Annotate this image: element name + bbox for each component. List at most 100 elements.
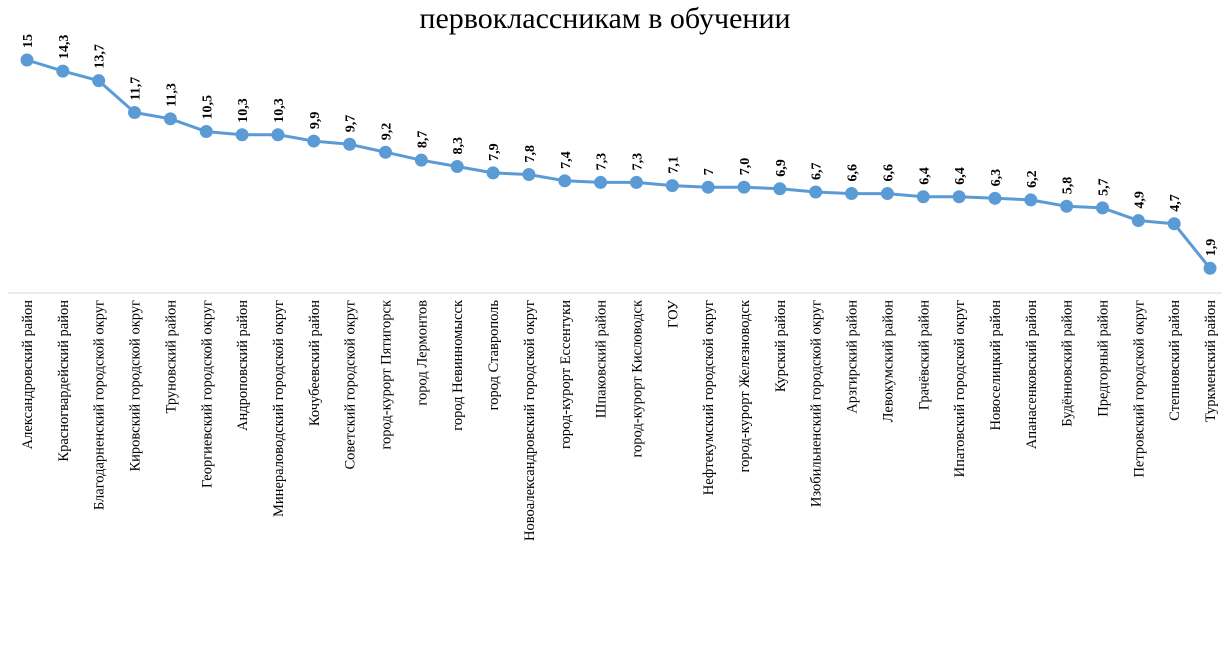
data-label: 7,0	[738, 158, 753, 176]
data-point	[952, 190, 966, 204]
data-point	[20, 53, 34, 67]
category-label: город Лермонтов	[414, 300, 430, 406]
data-label: 10,3	[236, 98, 251, 123]
data-point	[414, 153, 428, 167]
series-markers	[20, 53, 1217, 275]
category-label: город-курорт Пятигорск	[379, 299, 395, 449]
data-label: 7,3	[630, 153, 645, 171]
data-label: 6,7	[810, 162, 825, 180]
data-point	[737, 180, 751, 194]
data-point	[558, 174, 572, 188]
data-label: 7	[702, 168, 717, 175]
data-point	[845, 187, 859, 201]
category-labels: Александровский район Красногвардейский р…	[20, 299, 1219, 541]
data-label: 7,3	[595, 153, 610, 171]
data-label: 5,8	[1061, 177, 1076, 195]
category-label: ГОУ	[665, 299, 681, 328]
data-point	[128, 105, 142, 119]
category-label: Александровский район	[20, 300, 36, 450]
category-label: Андроповский район	[235, 300, 251, 431]
category-label: Апанасенковский район	[1024, 300, 1040, 449]
data-point	[1024, 193, 1038, 207]
data-label: 6,3	[989, 169, 1004, 187]
category-label: Георгиевский городской округ	[199, 300, 215, 488]
data-point	[379, 145, 392, 159]
category-label: Советский городской округ	[343, 300, 359, 470]
data-label: 4,7	[1168, 194, 1183, 212]
data-point	[1203, 261, 1217, 275]
data-point	[235, 128, 249, 142]
data-point	[773, 182, 787, 196]
data-point	[522, 167, 536, 181]
category-label: город-курорт Кисловодск	[629, 299, 645, 457]
data-label: 7,1	[666, 156, 681, 174]
category-label: Изобильненский городской округ	[809, 300, 825, 507]
data-label: 8,7	[415, 131, 430, 149]
data-point	[665, 179, 679, 193]
category-label: Благодарненский городской округ	[92, 300, 108, 510]
data-label: 14,3	[57, 35, 72, 60]
data-point	[988, 191, 1002, 205]
category-label: Кировский городской округ	[128, 300, 144, 472]
category-label: Шпаковский район	[594, 300, 610, 418]
category-label: Грачёвский район	[916, 300, 932, 410]
data-point	[1167, 217, 1181, 231]
data-label: 6,9	[774, 159, 789, 177]
data-point	[1060, 199, 1074, 213]
data-labels: 15 14,3 13,7 11,7 11,3 10,5 10,3 10,3 9,9 9,7 9,2 8…	[21, 34, 1219, 256]
data-point	[343, 137, 357, 151]
data-point	[163, 112, 177, 126]
category-label: Туркменский район	[1203, 300, 1219, 422]
data-point	[56, 64, 70, 78]
category-label: Кочубеевский район	[307, 300, 323, 426]
data-label: 11,3	[164, 83, 179, 107]
category-label: Ипатовский городской округ	[952, 300, 968, 477]
data-label: 10,5	[200, 95, 215, 120]
category-label: Нефтекумский городской округ	[701, 300, 717, 495]
category-label: Курский район	[773, 300, 789, 392]
data-point	[1096, 201, 1109, 215]
category-label: Красногвардейский район	[56, 300, 72, 462]
data-label: 7,9	[487, 143, 502, 161]
data-label: 6,2	[1025, 170, 1040, 188]
category-label: город-курорт Железноводск	[737, 299, 753, 472]
data-label: 11,7	[129, 77, 144, 101]
data-label: 9,7	[344, 115, 359, 133]
data-point	[271, 128, 285, 142]
data-point	[701, 180, 715, 194]
series-line	[25, 58, 1212, 270]
category-label: Левокумский район	[880, 300, 896, 423]
data-label: 9,9	[308, 112, 323, 130]
data-point	[629, 175, 643, 189]
category-label: Предгорный район	[1096, 300, 1112, 417]
data-point	[450, 160, 464, 174]
data-point	[594, 175, 608, 189]
data-label: 7,8	[523, 145, 538, 163]
data-label: 7,4	[559, 151, 574, 169]
data-label: 9,2	[380, 123, 395, 141]
category-label: Петровский городской округ	[1131, 300, 1147, 478]
data-point	[1131, 214, 1145, 228]
category-label: Новоалександровский городской округ	[522, 300, 538, 541]
data-point	[307, 134, 321, 148]
data-point	[880, 187, 894, 201]
category-label: Степновский район	[1167, 300, 1183, 421]
data-point	[486, 166, 500, 180]
data-label: 15	[21, 34, 36, 48]
category-label: Минераловодский городской округ	[271, 300, 287, 517]
data-label: 13,7	[93, 44, 108, 69]
chart-title: первоклассникам в обучении	[419, 2, 790, 35]
category-label: Новоселицкий район	[988, 300, 1004, 431]
data-label: 4,9	[1132, 191, 1147, 209]
data-label: 8,3	[451, 137, 466, 155]
data-label: 6,6	[846, 164, 861, 182]
category-label: город-курорт Ессентуки	[558, 300, 574, 449]
data-point	[199, 125, 213, 139]
data-label: 5,7	[1097, 178, 1112, 196]
category-label: Арзгирский район	[845, 300, 861, 414]
data-label: 6,4	[953, 167, 968, 185]
category-label: город Ставрополь	[486, 300, 502, 411]
data-label: 6,6	[881, 164, 896, 182]
